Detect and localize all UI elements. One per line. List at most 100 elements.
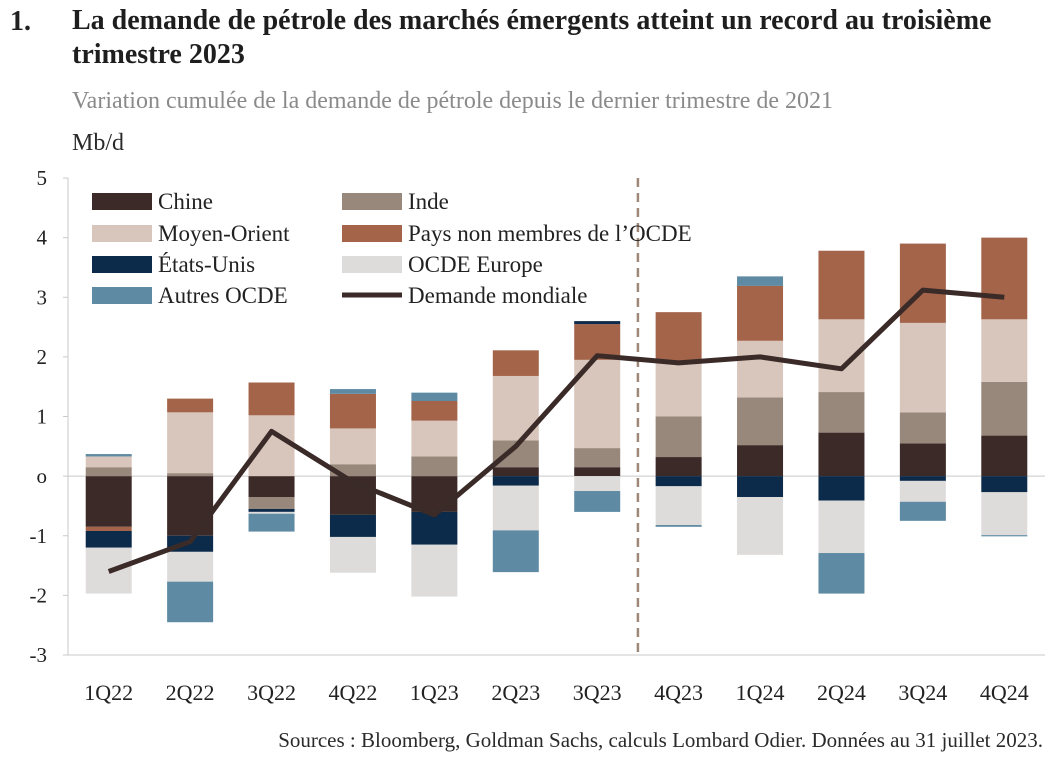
y-tick-label: 1 [37,405,48,429]
bar-segment [655,525,702,527]
figure-number: 1. [10,6,31,37]
bar-segment [818,432,865,477]
bar-segment [574,321,621,325]
bar-segment [492,485,539,531]
bar-segment [899,243,946,323]
legend-label: Autres OCDE [158,283,288,308]
bar-segment [329,428,376,465]
bar-segment [492,530,539,573]
bar-segment [574,476,621,492]
bar-segment [981,319,1028,382]
y-tick-label: o [37,464,48,488]
x-tick-label: 1Q22 [84,680,133,705]
legend-label: États-Unis [158,252,255,277]
bar-segment [248,382,295,416]
bar-segment [167,551,214,582]
x-tick-label: 3Q23 [573,680,622,705]
bar-segment [85,467,132,477]
legend-label: Inde [408,189,449,214]
bar-segment [85,454,132,457]
bar-segment [574,491,621,512]
chart-title: La demande de pétrole des marchés émerge… [72,5,992,70]
world-demand-line [107,287,1005,574]
bar-segment [899,476,946,481]
bar-segment [574,467,621,477]
y-axis-unit: Mb/d [72,130,125,156]
bar-segment [655,416,702,458]
bar-segment [655,457,702,477]
bar-segment [492,476,539,486]
legend-swatch [92,193,152,210]
bar-segment [899,443,946,477]
bar-segment [818,392,865,433]
bar-segment [981,476,1028,493]
legend-label: Moyen-Orient [158,221,290,246]
x-tick-label: 4Q24 [980,680,1029,705]
x-tick-label: 3Q24 [898,680,947,705]
bar-segment [655,361,702,417]
bar-segment [411,476,458,512]
bar-segment [818,553,865,594]
bar-segment [329,389,376,394]
bar-segment [655,312,702,362]
bar-segment [737,276,784,286]
legend-label: Demande mondiale [408,283,587,308]
bar-segment [899,412,946,444]
y-tick-label: 5 [37,166,48,190]
source-note: Sources : Bloomberg, Goldman Sachs, calc… [278,728,1043,752]
bar-segment [411,544,458,597]
x-tick-label: 3Q22 [247,680,296,705]
bar-segment [167,412,214,474]
x-tick-label: 1Q24 [736,680,785,705]
bar-segment [248,508,295,512]
bar-segment [655,476,702,487]
bar-segment [248,511,295,514]
legend-swatch [342,225,402,242]
x-tick-label: 2Q23 [491,680,540,705]
legend-swatch [342,193,402,210]
bar-segment [981,381,1028,436]
legend-label: Chine [158,189,213,214]
bar-segment [655,486,702,526]
bar-segment [899,322,946,413]
bar-segment [737,340,784,398]
x-tick-label: 1Q23 [410,680,459,705]
y-tick-label: 3 [37,285,48,309]
bar-segment [248,415,295,477]
legend-label: Pays non membres de l’OCDE [408,221,692,246]
y-tick-label: -2 [30,583,48,607]
x-tick-label: 4Q23 [654,680,703,705]
legend-swatch [342,256,402,273]
bar-segment [85,476,132,527]
bar-segment [737,496,784,555]
bar-segment [981,237,1028,320]
bar-segment [248,496,295,509]
bar-segment [492,350,539,376]
legend-swatch [92,287,152,304]
bar-segment [411,392,458,401]
bar-segment [85,456,132,468]
y-tick-label: 2 [37,345,48,369]
bar-segment [248,513,295,532]
bar-segment [329,514,376,537]
bar-segment [574,448,621,468]
bar-segment [329,536,376,573]
legend-swatch [92,225,152,242]
bar-segment [411,456,458,477]
bar-segment [899,480,946,502]
bar-segment [329,393,376,429]
x-tick-label: 2Q22 [166,680,215,705]
bar-segment [329,464,376,477]
bar-segment [737,285,784,341]
bar-segment [737,476,784,497]
bar-segment [492,467,539,477]
bar-segment [981,535,1028,537]
bar-segment [981,435,1028,477]
y-tick-label: 4 [37,226,48,250]
legend-label: OCDE Europe [408,252,543,277]
bar-segment [981,492,1028,536]
bar-segment [85,526,132,531]
bar-segment [818,500,865,554]
x-tick-label: 4Q22 [329,680,378,705]
